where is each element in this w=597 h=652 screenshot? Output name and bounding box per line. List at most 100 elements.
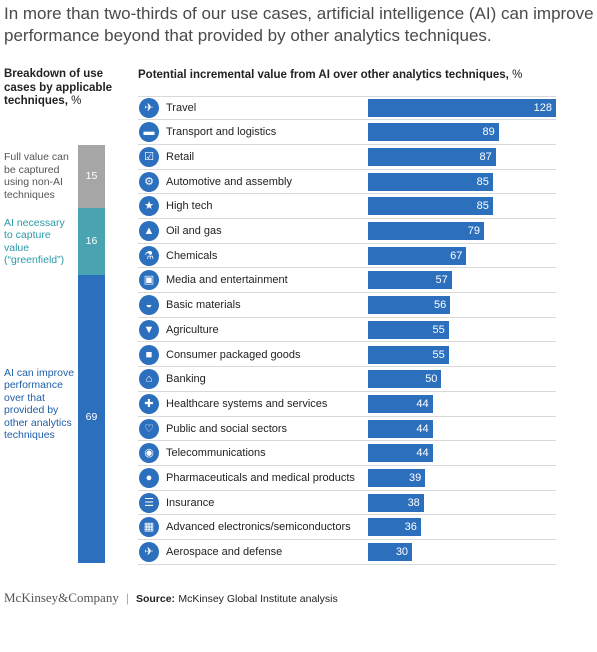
bar-value-label: 57 [435,274,448,287]
bar: 38 [368,493,424,512]
bar-value-label: 87 [479,150,492,163]
row-divider [138,390,556,392]
bar-row: ✈ Travel 128 [138,96,556,121]
bar-category-label: High tech [166,200,213,213]
bar-value-label: 39 [409,472,422,484]
bars-header-unit: % [512,69,523,81]
bar-row: ▬ Transport and logistics 89 [138,120,556,145]
bar: 44 [368,419,433,438]
bar: 55 [368,345,449,364]
source-label: Source: [135,593,176,605]
row-divider [138,366,556,368]
stack-label-ai-improves: AI can improve performance over that pro… [4,366,75,442]
bar-value-label: 44 [416,447,429,460]
bar-value-label: 44 [416,397,429,410]
film-icon: ▣ [139,270,159,291]
satellite-icon: ★ [139,196,159,217]
bar-value-label: 89 [482,126,495,139]
bar-value-label: 85 [476,200,489,213]
bar: 87 [368,147,496,166]
source-text: McKinsey Global Institute analysis [178,593,338,605]
bar-value-label: 79 [467,225,481,237]
automotive-icon: ⚙ [139,171,159,192]
aircraft-icon: ✈ [139,542,159,563]
bar-row: ● Pharmaceuticals and medical products 39 [138,466,556,491]
bar-value-label: 67 [450,249,463,262]
row-divider [138,193,556,195]
bar-value-label: 30 [395,546,409,559]
bar-value-label: 85 [476,175,489,188]
bar-row: ◉ Telecommunications 44 [138,441,556,466]
hard-hat-icon: ◒ [139,295,159,316]
bar-row: ▣ Media and entertainment 57 [138,268,556,294]
oil-pump-icon: ▲ [139,221,159,241]
row-divider [138,168,556,170]
bar-row: ▲ Oil and gas 79 [138,219,556,244]
bar-value-label: 50 [425,373,438,386]
bar-row: ♡ Public and social sectors 44 [138,417,556,442]
stack-value-ai-improves: 69 [85,410,98,423]
row-divider [138,539,556,541]
row-divider [138,95,556,97]
bar: 55 [368,320,449,339]
bar: 30 [368,543,413,562]
bar-category-label: Advanced electronics/semiconductors [166,521,351,534]
bar-category-label: Media and entertainment [166,274,288,287]
bar: 67 [368,246,467,265]
bar: 79 [368,222,485,240]
bars-header: Potential incremental value from AI over… [138,68,588,82]
row-divider [138,514,556,516]
bar-value-label: 38 [407,496,420,509]
bar-category-label: Retail [166,150,195,163]
stack-header: Breakdown of use cases by applicable tec… [4,68,114,109]
stack-segment-greenfield: 16 [78,207,105,275]
bar-category-label: Telecommunications [166,447,266,460]
bar-value-label: 56 [434,299,447,312]
bar-row: ✈ Aerospace and defense 30 [138,540,556,565]
bar-category-label: Public and social sectors [166,422,288,435]
bar-row: ✚ Healthcare systems and services 44 [138,392,556,417]
row-divider [138,267,556,269]
antenna-icon: ◉ [139,443,159,464]
bar-category-label: Healthcare systems and services [166,397,328,410]
stack-header-unit: % [71,95,82,107]
bar-category-label: Oil and gas [166,225,222,237]
shopping-cart-icon: ☑ [139,146,159,167]
bar-row: ★ High tech 85 [138,194,556,219]
stack-segment-non-ai: 15 [78,145,105,208]
row-divider [138,292,556,294]
bar-row: ▼ Agriculture 55 [138,318,556,343]
bar-category-label: Chemicals [166,249,218,262]
bar-row: ⌂ Banking 50 [138,367,556,392]
bar-value-label: 55 [432,348,445,361]
bar: 89 [368,123,499,142]
bar: 39 [368,469,426,487]
bar-category-label: Travel [166,101,197,114]
bar-category-label: Consumer packaged goods [166,348,301,361]
bar: 50 [368,370,442,389]
flask-icon: ⚗ [139,245,159,266]
bar: 44 [368,394,433,413]
bar-category-label: Agriculture [166,323,219,336]
truck-icon: ▬ [139,122,159,143]
bar-value-label: 128 [533,101,552,114]
stack-value-greenfield: 16 [85,235,98,248]
stack-value-non-ai: 15 [85,170,98,183]
bar-row: ⚗ Chemicals 67 [138,244,556,269]
row-divider [138,217,556,219]
stack-header-title: Breakdown of use cases by applicable tec… [4,68,113,107]
bar: 128 [368,98,556,117]
bar-category-label: Banking [166,373,206,386]
bar-category-label: Insurance [166,496,215,509]
bar-value-label: 36 [404,521,417,534]
bar-row: ☰ Insurance 38 [138,491,556,516]
stack-segment-ai-improves: 69 [78,274,105,563]
bar: 85 [368,172,493,191]
pill-icon: ● [139,468,159,488]
cow-icon: ▼ [139,319,159,340]
bar-category-label: Transport and logistics [166,126,277,139]
bar-row: ▦ Advanced electronics/semiconductors 36 [138,515,556,541]
bank-icon: ⌂ [139,369,159,390]
row-divider [138,464,556,466]
document-icon: ☰ [139,492,159,513]
